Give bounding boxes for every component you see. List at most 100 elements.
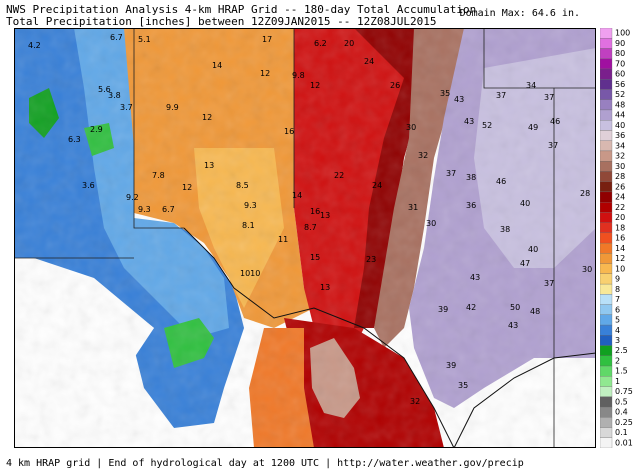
legend-label: 9 xyxy=(615,275,620,284)
legend-swatch xyxy=(600,130,613,141)
precip-value-label: 12 xyxy=(260,69,270,78)
map-subtitle: Total Precipitation [inches] between 12Z… xyxy=(6,15,437,28)
precip-value-label: 9.9 xyxy=(166,103,179,112)
legend-swatch xyxy=(600,171,613,182)
precip-value-label: 30 xyxy=(406,123,416,132)
legend-label: 52 xyxy=(615,90,625,99)
legend-swatch xyxy=(600,212,613,223)
precip-value-label: 16 xyxy=(310,207,320,216)
precip-value-label: 38 xyxy=(466,173,476,182)
precip-value-label: 47 xyxy=(520,259,530,268)
precip-value-label: 12 xyxy=(202,113,212,122)
legend-label: 44 xyxy=(615,111,625,120)
legend-label: 20 xyxy=(615,213,625,222)
precip-value-label: 14 xyxy=(292,191,302,200)
legend-label: 1 xyxy=(615,377,620,386)
precip-value-label: 9.3 xyxy=(138,205,151,214)
precip-value-label: 8.5 xyxy=(236,181,249,190)
legend-swatch xyxy=(600,294,613,305)
legend-label: 14 xyxy=(615,244,625,253)
precip-value-label: 52 xyxy=(482,121,492,130)
legend-label: 0.5 xyxy=(615,397,628,406)
legend-swatch xyxy=(600,365,613,377)
precip-value-label: 46 xyxy=(496,177,506,186)
legend-label: 3 xyxy=(615,336,620,345)
precip-value-label: 3.7 xyxy=(120,103,133,112)
precip-value-label: 43 xyxy=(470,273,480,282)
legend-swatch xyxy=(600,437,613,448)
legend-swatch xyxy=(600,335,613,346)
precip-value-label: 39 xyxy=(438,305,448,314)
precip-value-label: 12 xyxy=(182,183,192,192)
precip-value-label: 1010 xyxy=(240,269,260,278)
legend-label: 0.01 xyxy=(615,438,633,447)
precip-value-label: 28 xyxy=(580,189,590,198)
legend-swatch xyxy=(600,283,613,295)
color-legend: 1009080706056524844403634323028262422201… xyxy=(600,28,633,448)
precip-value-label: 15 xyxy=(310,253,320,262)
precip-value-label: 37 xyxy=(544,279,554,288)
legend-label: 0.4 xyxy=(615,408,628,417)
legend-swatch xyxy=(600,161,613,172)
legend-swatch xyxy=(600,417,613,428)
precip-value-label: 20 xyxy=(344,39,354,48)
legend-swatch xyxy=(600,181,613,193)
legend-label: 24 xyxy=(615,193,625,202)
legend-swatch xyxy=(600,120,613,131)
legend-swatch xyxy=(600,253,613,264)
precip-value-label: 13 xyxy=(204,161,214,170)
legend-label: 40 xyxy=(615,121,625,130)
legend-label: 48 xyxy=(615,100,625,109)
legend-swatch xyxy=(600,232,613,244)
legend-label: 18 xyxy=(615,223,625,232)
legend-swatch xyxy=(600,427,613,438)
legend-label: 36 xyxy=(615,131,625,140)
precip-value-label: 30 xyxy=(426,219,436,228)
precip-value-label: 39 xyxy=(446,361,456,370)
legend-swatch xyxy=(600,79,613,90)
legend-label: 2.5 xyxy=(615,346,628,355)
precip-value-label: 4.2 xyxy=(28,41,41,50)
legend-swatch xyxy=(600,376,613,387)
legend-swatch xyxy=(600,263,613,275)
legend-label: 4 xyxy=(615,326,620,335)
precip-value-label: 8.1 xyxy=(242,221,255,230)
legend-label: 6 xyxy=(615,305,620,314)
precip-value-label: 13 xyxy=(320,211,330,220)
legend-swatch xyxy=(600,386,613,397)
precip-value-label: 6.7 xyxy=(162,205,175,214)
legend-swatch xyxy=(600,150,613,162)
legend-label: 0.75 xyxy=(615,387,633,396)
precip-value-label: 50 xyxy=(510,303,520,312)
precip-value-label: 3.6 xyxy=(82,181,95,190)
precip-value-label: 37 xyxy=(496,91,506,100)
precip-value-label: 35 xyxy=(458,381,468,390)
precip-value-label: 37 xyxy=(544,93,554,102)
precip-value-label: 37 xyxy=(446,169,456,178)
legend-label: 1.5 xyxy=(615,367,628,376)
legend-swatch xyxy=(600,38,613,49)
legend-label: 0.25 xyxy=(615,418,633,427)
state-boundaries xyxy=(14,28,596,448)
precip-value-label: 46 xyxy=(550,117,560,126)
legend-swatch xyxy=(600,201,613,213)
precip-value-label: 43 xyxy=(454,95,464,104)
legend-label: 28 xyxy=(615,172,625,181)
precip-value-label: 6.3 xyxy=(68,135,81,144)
precip-value-label: 35 xyxy=(440,89,450,98)
precip-value-label: 34 xyxy=(526,81,536,90)
legend-label: 60 xyxy=(615,70,625,79)
legend-swatch xyxy=(600,324,613,336)
precip-value-label: 3.8 xyxy=(108,91,121,100)
legend-label: 16 xyxy=(615,234,625,243)
legend-label: 10 xyxy=(615,264,625,273)
precip-value-label: 43 xyxy=(508,321,518,330)
map-footer: 4 km HRAP grid | End of hydrological day… xyxy=(6,458,524,469)
legend-label: 22 xyxy=(615,203,625,212)
precip-value-label: 26 xyxy=(390,81,400,90)
precip-value-labels: 17 6.7 5.1 4.2 6.2 20 14 12 9.8 12 5.63.8 3.7 9.9 12 2… xyxy=(28,33,592,406)
legend-label: 8 xyxy=(615,285,620,294)
legend-swatch xyxy=(600,109,613,121)
precip-value-label: 2.9 xyxy=(90,125,103,134)
precip-value-label: 11 xyxy=(278,235,288,244)
